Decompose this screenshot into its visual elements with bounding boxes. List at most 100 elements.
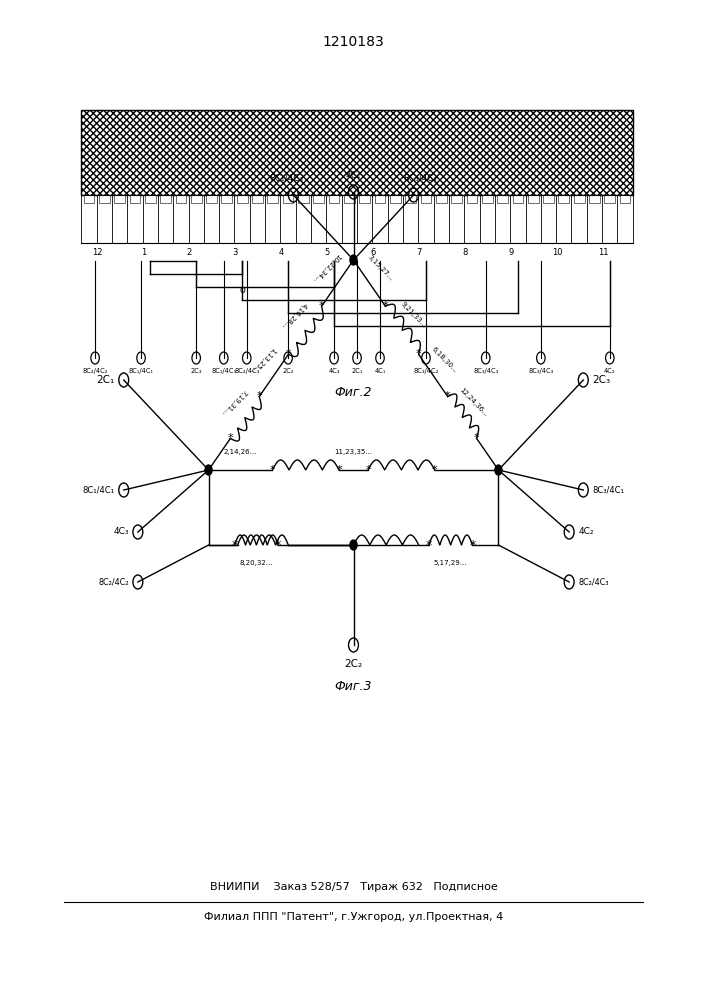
Text: *: * [469,538,476,552]
Bar [252,195,263,203]
Text: 2C₂: 2C₂ [282,368,294,374]
Text: 2C₃: 2C₃ [592,375,611,385]
Bar [267,195,278,203]
Bar [528,195,539,203]
Text: 4: 4 [279,248,284,257]
Text: 1: 1 [141,248,146,257]
Text: *: * [228,434,233,444]
Bar [497,195,508,203]
Text: 3: 3 [233,248,238,257]
Bar [313,195,324,203]
Text: *: * [382,301,388,311]
Text: *: * [319,301,325,311]
Text: 8C₃/4C₂: 8C₃/4C₂ [404,174,438,183]
Text: 2: 2 [187,248,192,257]
Text: *: * [426,538,432,552]
Text: 4C₂: 4C₂ [578,528,594,536]
Text: 8C₃/4C₂: 8C₃/4C₂ [414,368,438,374]
Bar [421,195,431,203]
Text: 8C₃/4C₃: 8C₃/4C₃ [528,368,554,374]
Text: *: * [416,350,421,360]
Bar [589,195,600,203]
Bar [283,195,293,203]
Text: 5: 5 [325,248,329,257]
Text: 6: 6 [370,248,376,257]
Text: *: * [286,350,291,360]
Bar [436,195,447,203]
Bar [329,195,339,203]
Text: 8C₂/4C₃: 8C₂/4C₃ [578,578,609,586]
Text: 8: 8 [462,248,468,257]
Bar [482,195,493,203]
Bar [604,195,615,203]
Bar [574,195,585,203]
Text: *: * [432,465,438,475]
Text: *: * [231,538,238,552]
Bar [405,195,416,203]
Bar [115,195,125,203]
Text: 4C₃: 4C₃ [328,368,340,374]
Text: 5,17,29...: 5,17,29... [434,560,467,566]
Text: 2,14,26...: 2,14,26... [223,449,257,455]
Text: 10: 10 [551,248,562,257]
Bar [344,195,355,203]
Text: 1210183: 1210183 [322,35,385,49]
Text: 4C₁: 4C₁ [346,171,361,180]
Text: 8C₂/4C₂: 8C₂/4C₂ [98,578,129,586]
Text: 7,19,31...: 7,19,31... [220,388,247,416]
Text: 4,16,28...: 4,16,28... [280,301,308,329]
Text: 11: 11 [597,248,608,257]
Bar [129,195,140,203]
Text: o: o [239,285,245,295]
Text: 2C₁: 2C₁ [351,368,363,374]
Text: 9,21,33...: 9,21,33... [399,301,427,329]
Text: 1,13,25...: 1,13,25... [249,346,276,374]
Text: 2C₂: 2C₂ [344,659,363,669]
Text: 10,22,34...: 10,22,34... [311,252,341,283]
Text: *: * [269,465,275,475]
Bar [467,195,477,203]
Bar [543,195,554,203]
Text: Фиг.2: Фиг.2 [334,386,373,399]
Text: 11,23,35...: 11,23,35... [334,449,373,455]
Bar [99,195,110,203]
Bar [559,195,569,203]
Text: 8C₁/4C₁: 8C₁/4C₁ [83,486,115,494]
Text: 8C₁/4C₁: 8C₁/4C₁ [129,368,153,374]
Bar [206,195,217,203]
Bar [145,195,156,203]
Text: 8C₂/4C₂: 8C₂/4C₂ [82,368,108,374]
Text: 8C₃/4C₃: 8C₃/4C₃ [473,368,498,374]
Text: 3,15,27...: 3,15,27... [367,254,395,282]
Text: 2C₁: 2C₁ [96,375,115,385]
Bar [375,195,385,203]
Text: 4C₁: 4C₁ [374,368,386,374]
Text: 12,24,36...: 12,24,36... [458,386,489,418]
Text: ВНИИПИ    Заказ 528/57   Тираж 632   Подписное: ВНИИПИ Заказ 528/57 Тираж 632 Подписное [209,882,498,892]
Bar [81,110,633,195]
Circle shape [495,465,502,475]
Bar [451,195,462,203]
Text: *: * [257,391,262,401]
Text: *: * [275,538,281,552]
Text: 7: 7 [416,248,422,257]
Bar [237,195,247,203]
Circle shape [350,540,357,550]
Circle shape [205,465,212,475]
Bar [191,195,201,203]
Bar [620,195,631,203]
Text: *: * [474,434,479,444]
Text: 8,20,32...: 8,20,32... [240,560,273,566]
Bar [83,195,94,203]
Text: *: * [337,465,341,475]
Text: 4C₃: 4C₃ [113,528,129,536]
Text: Фиг.3: Фиг.3 [334,680,373,693]
Circle shape [350,255,357,265]
Bar [221,195,232,203]
Bar [390,195,401,203]
Bar [359,195,370,203]
Bar [160,195,171,203]
Text: 8C₁/4C₃: 8C₁/4C₃ [211,368,236,374]
Text: *: * [445,391,450,401]
Bar [298,195,309,203]
